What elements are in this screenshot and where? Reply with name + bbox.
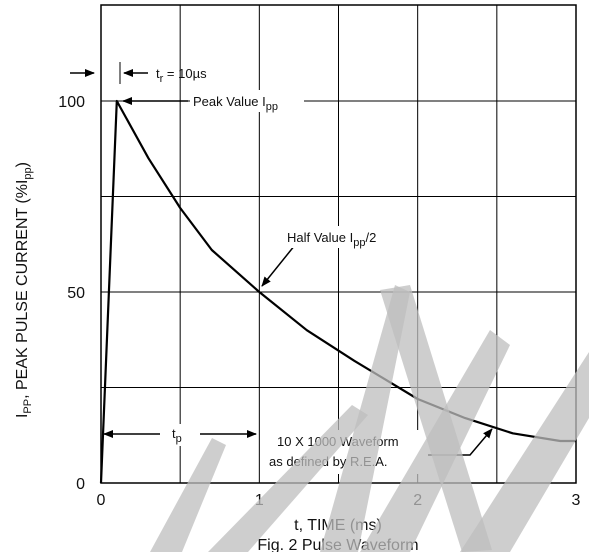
- watermark: [150, 285, 589, 552]
- pulse-duration-label: tp: [172, 426, 182, 445]
- pulse-duration-annotation: tp: [103, 424, 257, 446]
- half-value-annotation: Half Value Ipp/2: [261, 226, 392, 287]
- rise-time-annotation: tr = 10µs: [70, 62, 207, 85]
- grid-layer: [101, 5, 576, 483]
- peak-value-annotation: Peak Value Ipp: [122, 90, 304, 113]
- plot-frame: [100, 4, 577, 484]
- x-tick-label: 0: [97, 492, 106, 509]
- x-tick-label: 3: [572, 492, 581, 509]
- y-axis-label: IPP, PEAK PULSE CURRENT (%Ipp): [14, 162, 34, 418]
- series-line-waveform: [99, 99, 576, 484]
- y-tick-label: 100: [58, 94, 85, 111]
- rise-time-label: tr = 10µs: [156, 66, 207, 85]
- y-tick-labels: 0 50 100: [58, 94, 85, 493]
- y-tick-label: 50: [67, 285, 85, 302]
- y-tick-label: 0: [76, 476, 85, 493]
- half-value-label: Half Value Ipp/2: [287, 230, 376, 249]
- peak-value-label: Peak Value Ipp: [193, 94, 278, 113]
